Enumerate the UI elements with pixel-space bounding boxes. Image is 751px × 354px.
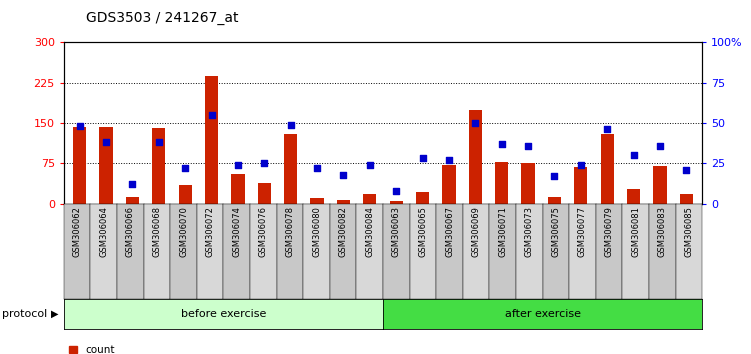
Point bbox=[100, 139, 112, 145]
Text: GSM306073: GSM306073 bbox=[525, 206, 534, 257]
Text: GSM306080: GSM306080 bbox=[312, 206, 321, 257]
Text: GSM306076: GSM306076 bbox=[259, 206, 268, 257]
Bar bbox=[575, 167, 587, 204]
Bar bbox=[627, 189, 640, 204]
Text: GSM306082: GSM306082 bbox=[339, 206, 348, 257]
Text: GSM306069: GSM306069 bbox=[472, 206, 481, 257]
Text: GSM306075: GSM306075 bbox=[551, 206, 560, 257]
Bar bbox=[469, 110, 482, 204]
Text: GSM306062: GSM306062 bbox=[73, 206, 82, 257]
Point bbox=[311, 165, 323, 171]
Text: GSM306083: GSM306083 bbox=[658, 206, 667, 257]
Text: GSM306065: GSM306065 bbox=[418, 206, 427, 257]
Bar bbox=[179, 185, 192, 204]
Point bbox=[179, 165, 192, 171]
Point bbox=[602, 127, 614, 132]
Text: GSM306078: GSM306078 bbox=[285, 206, 294, 257]
Point bbox=[654, 143, 666, 148]
Text: GSM306067: GSM306067 bbox=[445, 206, 454, 257]
Bar bbox=[152, 128, 165, 204]
Bar bbox=[495, 162, 508, 204]
Legend: count, percentile rank within the sample: count, percentile rank within the sample bbox=[69, 345, 261, 354]
Text: GSM306081: GSM306081 bbox=[631, 206, 640, 257]
Bar bbox=[310, 198, 324, 204]
Text: GSM306077: GSM306077 bbox=[578, 206, 587, 257]
Point bbox=[285, 122, 297, 127]
Bar bbox=[390, 201, 403, 204]
Text: GSM306063: GSM306063 bbox=[392, 206, 401, 257]
Point bbox=[258, 160, 270, 166]
Text: GSM306066: GSM306066 bbox=[126, 206, 135, 257]
Point bbox=[152, 139, 164, 145]
Bar bbox=[337, 200, 350, 204]
Text: GSM306079: GSM306079 bbox=[605, 206, 614, 257]
Point bbox=[522, 143, 534, 148]
Bar bbox=[601, 134, 614, 204]
Bar bbox=[653, 166, 667, 204]
Bar bbox=[363, 194, 376, 204]
Text: after exercise: after exercise bbox=[505, 309, 581, 319]
Bar bbox=[205, 76, 218, 204]
Bar bbox=[442, 165, 456, 204]
Point bbox=[575, 162, 587, 168]
Text: GSM306064: GSM306064 bbox=[99, 206, 108, 257]
Point bbox=[417, 156, 429, 161]
Point bbox=[680, 167, 692, 172]
Point bbox=[628, 152, 640, 158]
Text: GSM306070: GSM306070 bbox=[179, 206, 188, 257]
Text: ▶: ▶ bbox=[51, 309, 59, 319]
Text: GSM306074: GSM306074 bbox=[232, 206, 241, 257]
Point bbox=[337, 172, 349, 177]
Point bbox=[363, 162, 376, 168]
Point bbox=[496, 141, 508, 147]
Bar bbox=[548, 197, 561, 204]
Text: before exercise: before exercise bbox=[181, 309, 266, 319]
Point bbox=[232, 162, 244, 168]
Bar bbox=[680, 194, 693, 204]
Text: GSM306071: GSM306071 bbox=[498, 206, 507, 257]
Text: GSM306072: GSM306072 bbox=[206, 206, 215, 257]
Bar bbox=[258, 183, 271, 204]
Point bbox=[469, 120, 481, 126]
Point bbox=[126, 181, 138, 187]
Point bbox=[443, 157, 455, 163]
Text: GSM306068: GSM306068 bbox=[152, 206, 161, 257]
Text: GDS3503 / 241267_at: GDS3503 / 241267_at bbox=[86, 11, 239, 25]
Bar bbox=[284, 134, 297, 204]
Bar bbox=[126, 197, 139, 204]
Point bbox=[391, 188, 403, 194]
Bar bbox=[521, 163, 535, 204]
Text: GSM306084: GSM306084 bbox=[365, 206, 374, 257]
Bar bbox=[73, 127, 86, 204]
Bar bbox=[99, 127, 113, 204]
Point bbox=[74, 124, 86, 129]
Point bbox=[206, 112, 218, 118]
Bar bbox=[416, 192, 429, 204]
Text: protocol: protocol bbox=[2, 309, 47, 319]
Point bbox=[548, 173, 560, 179]
Text: GSM306085: GSM306085 bbox=[684, 206, 693, 257]
Bar bbox=[231, 174, 245, 204]
